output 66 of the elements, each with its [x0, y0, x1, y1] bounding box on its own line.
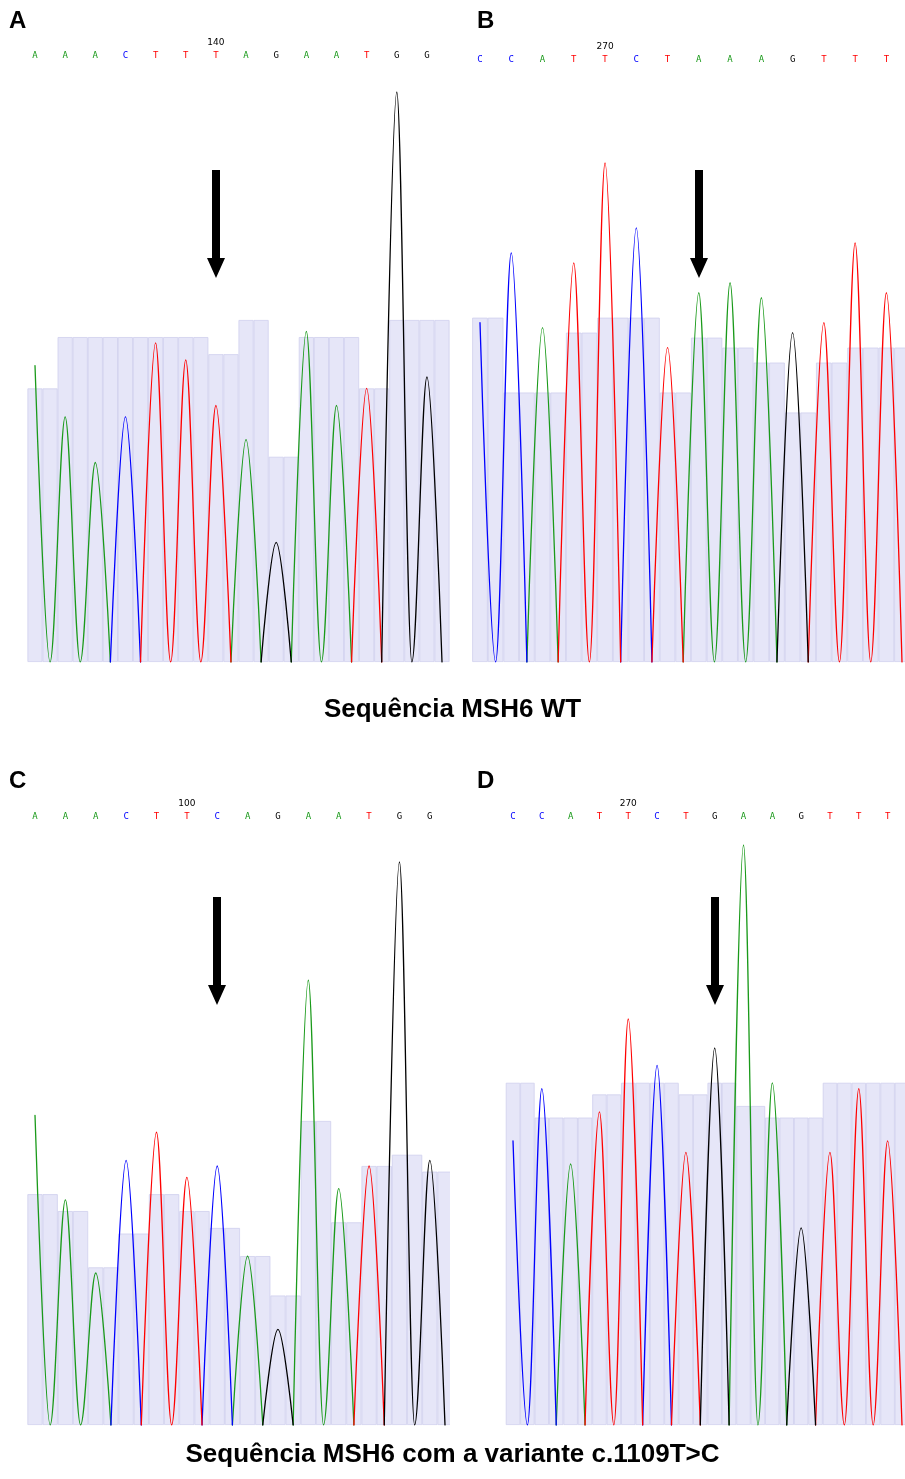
x-tick-label: A	[62, 810, 69, 821]
x-tick-label: T	[856, 810, 863, 821]
x-tick-label: T	[184, 810, 191, 821]
x-tick-label: G	[424, 49, 430, 60]
x-tick-label: A	[539, 53, 546, 64]
x-tick-label: G	[427, 810, 433, 821]
x-tick-label: T	[664, 53, 671, 64]
x-tick-label: T	[683, 810, 690, 821]
x-tick-label: A	[92, 49, 99, 60]
x-tick-label: C	[510, 810, 516, 821]
x-tick-label: T	[884, 810, 891, 821]
x-tick-label: A	[740, 810, 747, 821]
x-tick-label: T	[602, 53, 609, 64]
x-tick-label: T	[596, 810, 603, 821]
text: 100	[178, 797, 196, 808]
x-tick-label: A	[303, 49, 310, 60]
x-tick-label: T	[625, 810, 632, 821]
chart-title: B	[477, 5, 495, 33]
x-tick-label: A	[305, 810, 312, 821]
x-tick-label: G	[711, 810, 718, 821]
x-tick-label: A	[696, 53, 703, 64]
text: Sequência MSH6 WT	[322, 693, 583, 725]
chart-title: A	[9, 5, 27, 33]
x-tick-label: A	[93, 810, 100, 821]
x-tick-label: T	[827, 810, 834, 821]
x-tick-label: G	[798, 810, 804, 821]
x-tick-label: A	[333, 49, 340, 60]
x-tick-label: T	[571, 53, 578, 64]
x-tick-label: A	[758, 53, 765, 64]
x-tick-label: G	[273, 49, 279, 60]
x-tick-label: C	[477, 53, 483, 64]
x-tick-label: C	[214, 810, 220, 821]
x-tick-label: T	[883, 53, 890, 64]
x-tick-label: T	[183, 49, 190, 60]
x-tick-label: T	[821, 53, 828, 64]
x-tick-label: C	[123, 810, 129, 821]
text: 270	[596, 40, 614, 51]
text: Sequência MSH6 com a variante c.1109T>C	[184, 1438, 721, 1470]
x-tick-label: T	[153, 810, 160, 821]
x-tick-label: C	[122, 49, 129, 60]
x-tick-label: T	[366, 810, 373, 821]
x-tick-label: T	[213, 49, 220, 60]
x-tick-label: A	[243, 49, 250, 60]
x-tick-label: G	[396, 810, 403, 821]
x-tick-label: A	[335, 810, 342, 821]
x-tick-label: C	[633, 53, 640, 64]
chart-title: D	[477, 765, 495, 793]
chart-title: C	[9, 765, 27, 793]
x-tick-label: T	[363, 49, 370, 60]
x-tick-label: C	[539, 810, 545, 821]
x-tick-label: A	[62, 49, 69, 60]
x-tick-label: G	[789, 53, 796, 64]
x-tick-label: A	[32, 810, 39, 821]
x-tick-label: C	[508, 53, 514, 64]
x-tick-label: G	[275, 810, 281, 821]
x-tick-label: G	[394, 49, 400, 60]
x-tick-label: T	[852, 53, 859, 64]
x-tick-label: A	[567, 810, 574, 821]
x-tick-label: A	[727, 53, 734, 64]
text: 140	[207, 36, 225, 47]
x-tick-label: T	[152, 49, 159, 60]
x-tick-label: A	[244, 810, 251, 821]
x-tick-label: A	[769, 810, 776, 821]
x-tick-label: A	[32, 49, 39, 60]
text: 270	[619, 797, 638, 808]
x-tick-label: C	[654, 810, 660, 821]
